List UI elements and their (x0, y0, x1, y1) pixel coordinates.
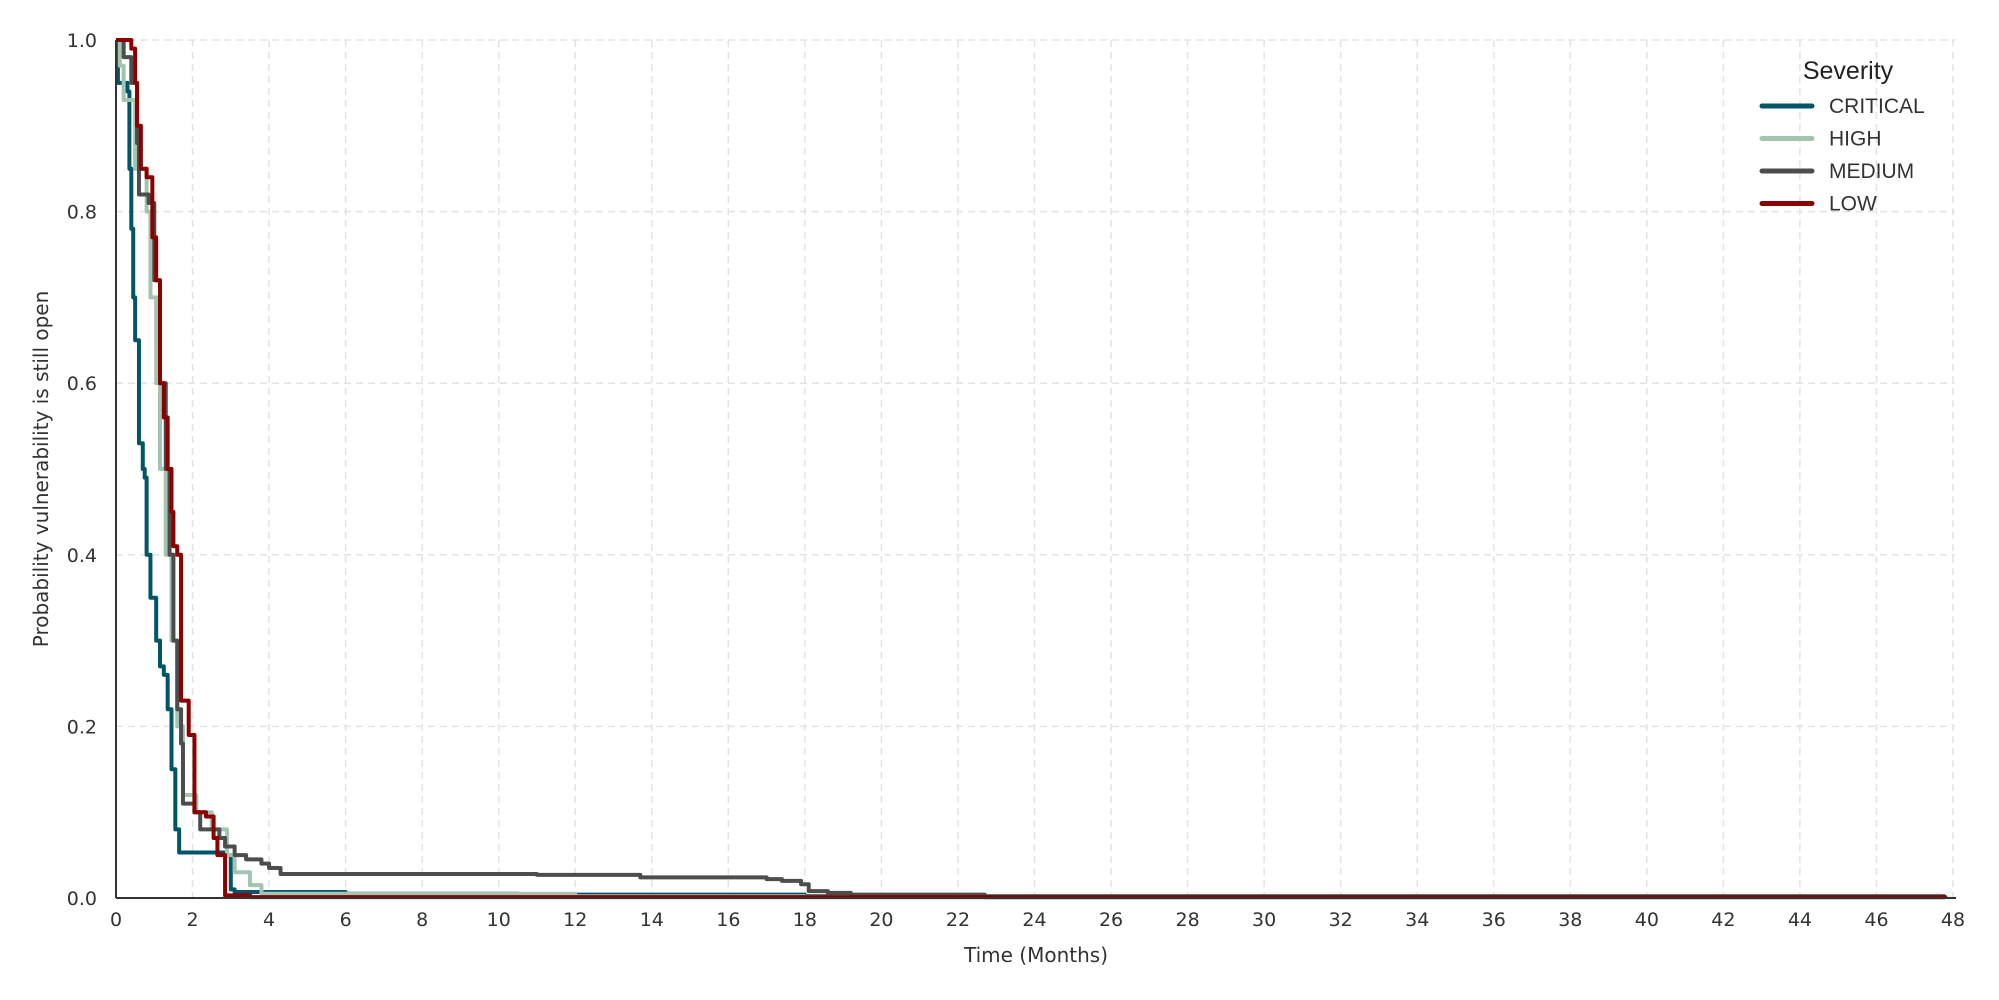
y-tick-label: 0.2 (67, 716, 97, 738)
series-line-critical (115, 38, 1946, 899)
x-tick-label: 46 (1864, 909, 1888, 931)
x-tick-label: 8 (416, 909, 428, 931)
x-tick-label: 32 (1329, 909, 1353, 931)
x-tick-label: 4 (263, 909, 275, 931)
x-tick-label: 48 (1941, 909, 1965, 931)
x-tick-label: 16 (716, 909, 740, 931)
y-tick-label: 0.8 (67, 202, 97, 224)
legend-label: LOW (1829, 193, 1877, 216)
legend-label: CRITICAL (1829, 95, 1925, 118)
series-line-low (116, 38, 1948, 900)
legend: Severity CRITICAL HIGH MEDIUM LOW (1759, 57, 1925, 216)
x-tick-label: 42 (1711, 909, 1735, 931)
x-axis-label: Time (Months) (963, 943, 1108, 967)
legend-label: MEDIUM (1829, 160, 1914, 183)
legend-title: Severity (1803, 57, 1894, 85)
y-tick-label: 0.0 (67, 888, 97, 910)
x-tick-label: 26 (1099, 909, 1123, 931)
x-tick-label: 22 (946, 909, 970, 931)
x-tick-label: 36 (1482, 909, 1506, 931)
x-tick-labels: 0 2 4 6 8 10 12 14 16 18 20 22 24 26 28 30 32 34 36 38 40 42 4… (110, 909, 1965, 931)
y-tick-label: 0.6 (67, 373, 97, 395)
legend-label: HIGH (1829, 128, 1882, 151)
x-tick-label: 38 (1558, 909, 1582, 931)
y-axis-label: Probability vulnerability is still open (29, 291, 53, 648)
x-tick-label: 10 (487, 909, 511, 931)
series-line-medium (116, 38, 1946, 900)
x-tick-label: 20 (869, 909, 893, 931)
x-tick-label: 6 (340, 909, 352, 931)
x-tick-label: 40 (1635, 909, 1659, 931)
x-tick-label: 0 (110, 909, 122, 931)
x-tick-label: 14 (640, 909, 664, 931)
y-tick-labels: 0.0 0.2 0.4 0.6 0.8 1.0 (67, 30, 97, 910)
y-tick-label: 1.0 (67, 30, 97, 52)
grid (115, 39, 1955, 899)
x-tick-label: 34 (1405, 909, 1429, 931)
series-lines (115, 38, 1948, 900)
series-line-high (116, 38, 1946, 900)
x-tick-label: 24 (1022, 909, 1046, 931)
x-tick-label: 12 (563, 909, 587, 931)
x-tick-label: 28 (1175, 909, 1199, 931)
x-tick-label: 2 (186, 909, 198, 931)
y-tick-label: 0.4 (67, 545, 97, 567)
x-tick-label: 44 (1788, 909, 1812, 931)
x-tick-label: 30 (1252, 909, 1276, 931)
x-tick-label: 18 (793, 909, 817, 931)
